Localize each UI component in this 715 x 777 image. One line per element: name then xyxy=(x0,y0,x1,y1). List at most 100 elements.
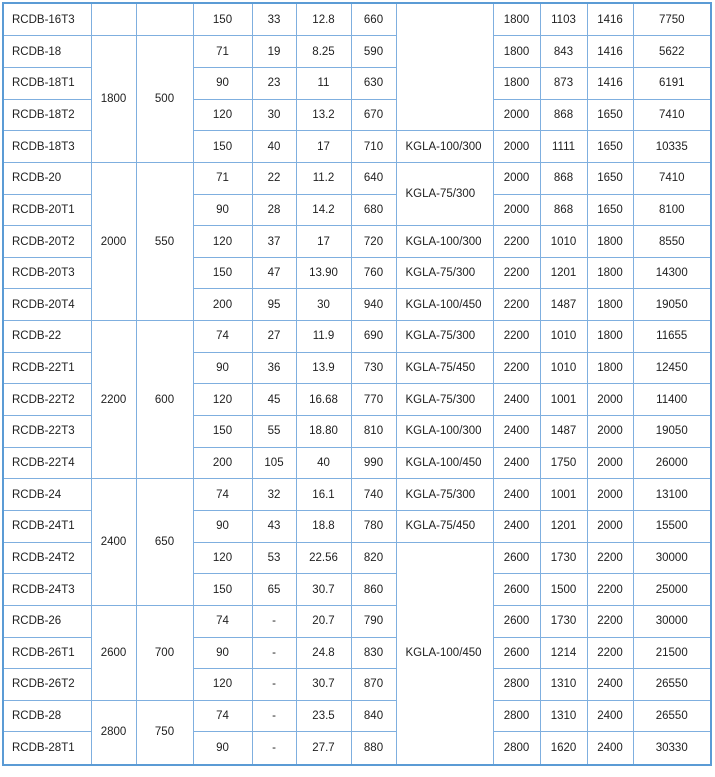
value-cell: 2400 xyxy=(492,509,541,543)
model-cell: RCDB-26T1 xyxy=(2,636,92,670)
value-cell: 2400 xyxy=(586,668,634,701)
value-cell: 2000 xyxy=(586,478,634,511)
value-cell: 90 xyxy=(192,636,253,670)
value-cell: 27.7 xyxy=(295,731,352,766)
value-cell: 2400 xyxy=(492,446,541,480)
value-cell: 40 xyxy=(295,446,352,480)
value-cell: 1800 xyxy=(492,35,541,68)
value-cell: 120 xyxy=(192,383,253,417)
value-cell: 660 xyxy=(350,2,397,37)
table-row: RCDB-24T1 90 43 18.8 780 KGLA-75/450 2400 1201 2… xyxy=(2,509,712,543)
value-cell: 47 xyxy=(251,256,297,290)
model-cell: RCDB-22T1 xyxy=(2,351,92,385)
value-cell xyxy=(90,2,137,37)
value-cell: 1310 xyxy=(539,668,588,701)
value-cell: 17 xyxy=(295,130,352,163)
model-cell: RCDB-24T3 xyxy=(2,573,92,606)
value-cell: 40 xyxy=(251,130,297,163)
value-cell: - xyxy=(251,668,297,701)
kgla-cell: KGLA-75/300 xyxy=(395,320,494,353)
value-cell: 90 xyxy=(192,193,253,227)
value-cell: 1620 xyxy=(539,731,588,766)
table-row: RCDB-18 1800 500 71 19 8.25 590 1800 843 1416 5622 xyxy=(2,35,712,163)
table-row: RCDB-26 2600 700 74-20.7 790 2600 1730 2200 3000… xyxy=(2,604,712,701)
value-cell: 150 xyxy=(192,573,253,606)
value-cell: 2200 xyxy=(586,573,634,606)
value-cell: 1800 xyxy=(586,288,634,322)
value-cell: 1650 xyxy=(586,130,634,163)
model-cell: RCDB-26 xyxy=(2,604,92,638)
value-cell: 11.9 xyxy=(295,320,352,353)
value-cell: 55 xyxy=(251,415,297,448)
value-cell: 150 xyxy=(192,415,253,448)
value-cell: 1010 xyxy=(539,225,588,258)
table-row: RCDB-22 2200 600 74 27 11.9 690 KGLA-75/300 2200… xyxy=(2,320,712,480)
table-row: RCDB-26T1 90-24.8 830 2600 1214 2200 21500 xyxy=(2,636,712,670)
value-cell: 14300 xyxy=(632,256,712,290)
value-cell: 36 xyxy=(251,351,297,385)
value-cell: - xyxy=(251,636,297,670)
value-cell: 2200 xyxy=(586,636,634,670)
value-cell: - xyxy=(251,731,297,766)
value-cell: 90 xyxy=(192,509,253,543)
value-cell: 7410 xyxy=(632,98,712,132)
value-cell: 1800 xyxy=(586,225,634,258)
value-cell: 720 xyxy=(350,225,397,258)
value-cell: 26550 xyxy=(632,668,712,701)
value-cell: 2600 xyxy=(492,541,541,575)
value-cell: 2000 xyxy=(492,130,541,163)
value-cell: 820 xyxy=(350,541,397,575)
value-cell: 2000 xyxy=(492,98,541,132)
value-cell: 840 xyxy=(350,699,397,733)
value-cell: 53 xyxy=(251,541,297,575)
value-cell: 1416 xyxy=(586,67,634,100)
value-cell: 1201 xyxy=(539,509,588,543)
value-cell: 12.8 xyxy=(295,2,352,37)
value-cell: 640 xyxy=(350,161,397,195)
value-cell: 860 xyxy=(350,573,397,606)
value-cell: 22.56 xyxy=(295,541,352,575)
value-cell: 1800 xyxy=(586,351,634,385)
value-cell: 780 xyxy=(350,509,397,543)
value-cell: 27 xyxy=(251,320,297,353)
value-cell: 74 xyxy=(192,604,253,638)
table-row: RCDB-24 2400 650 74 32 16.1 740 KGLA-75/300 2400… xyxy=(2,478,712,606)
value-cell: 2200 xyxy=(492,256,541,290)
value-cell: 2400 xyxy=(586,731,634,766)
value-cell: 2800 xyxy=(90,699,137,766)
value-cell: 1001 xyxy=(539,383,588,417)
value-cell: 120 xyxy=(192,98,253,132)
value-cell: 868 xyxy=(539,193,588,227)
kgla-cell: KGLA-75/450 xyxy=(395,351,494,385)
value-cell: 23.5 xyxy=(295,699,352,733)
value-cell: 15500 xyxy=(632,509,712,543)
value-cell: 150 xyxy=(192,256,253,290)
kgla-cell: KGLA-100/450 xyxy=(395,541,494,766)
value-cell: 868 xyxy=(539,98,588,132)
value-cell: 1750 xyxy=(539,446,588,480)
value-cell: 700 xyxy=(135,604,194,701)
value-cell: 7750 xyxy=(632,2,712,37)
table-row: RCDB-24T2 120 53 22.56 820 KGLA-100/450 2600 17… xyxy=(2,541,712,766)
spec-table-body: RCDB-16T3 150 33 12.8 660 1800 1103 1416 7750 RCD… xyxy=(2,2,712,766)
value-cell: - xyxy=(251,699,297,733)
value-cell: 11.2 xyxy=(295,161,352,195)
table-row: RCDB-20 2000 550 71 22 11.2 640 KGLA-75/300 2000… xyxy=(2,161,712,322)
value-cell: 1103 xyxy=(539,2,588,37)
table-row: RCDB-18T1 90 23 11 630 1800 873 1416 6191 xyxy=(2,67,712,100)
value-cell: 26000 xyxy=(632,446,712,480)
value-cell: 600 xyxy=(135,320,194,480)
value-cell: 500 xyxy=(135,35,194,163)
value-cell: 24.8 xyxy=(295,636,352,670)
value-cell: 690 xyxy=(350,320,397,353)
value-cell: 1500 xyxy=(539,573,588,606)
value-cell: 11400 xyxy=(632,383,712,417)
value-cell: 19 xyxy=(251,35,297,68)
value-cell: 680 xyxy=(350,193,397,227)
value-cell: 37 xyxy=(251,225,297,258)
value-cell: 16.1 xyxy=(295,478,352,511)
value-cell: 1650 xyxy=(586,193,634,227)
value-cell: 1214 xyxy=(539,636,588,670)
value-cell: 2200 xyxy=(586,604,634,638)
